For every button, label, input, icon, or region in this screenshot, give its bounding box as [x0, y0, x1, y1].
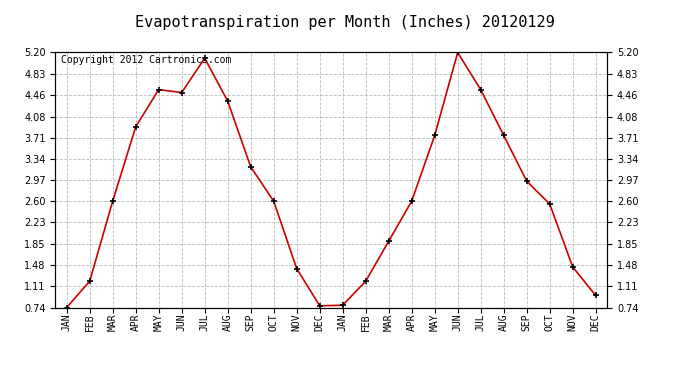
Text: Evapotranspiration per Month (Inches) 20120129: Evapotranspiration per Month (Inches) 20… [135, 15, 555, 30]
Text: Copyright 2012 Cartronics.com: Copyright 2012 Cartronics.com [61, 55, 231, 65]
